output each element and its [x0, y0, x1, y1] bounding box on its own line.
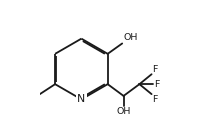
Text: N: N	[77, 94, 85, 104]
Text: OH: OH	[116, 107, 131, 116]
Text: F: F	[152, 95, 158, 104]
Text: F: F	[152, 65, 158, 74]
Text: OH: OH	[123, 33, 138, 42]
Text: F: F	[154, 80, 159, 89]
